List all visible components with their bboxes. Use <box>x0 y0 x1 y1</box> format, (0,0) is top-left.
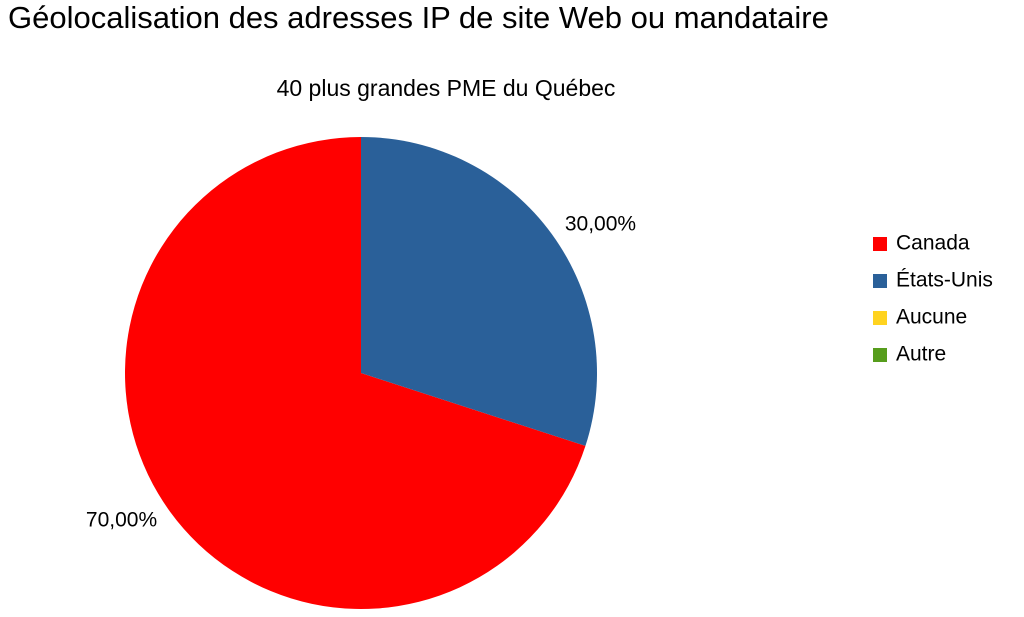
legend-label: Canada <box>896 232 970 255</box>
legend-swatch <box>873 237 887 251</box>
pie-slice <box>125 137 586 609</box>
legend-label: États-Unis <box>896 269 993 292</box>
pie-slice <box>361 137 598 446</box>
legend-label: Autre <box>896 343 946 366</box>
legend-swatch <box>873 348 887 362</box>
legend-swatch <box>873 274 887 288</box>
chart-title: Géolocalisation des adresses IP de site … <box>8 0 829 35</box>
data-label: 70,00% <box>86 509 157 532</box>
legend-label: Aucune <box>896 306 967 329</box>
chart-subtitle: 40 plus grandes PME du Québec <box>277 75 616 101</box>
legend-swatch <box>873 311 887 325</box>
data-label: 30,00% <box>565 212 636 235</box>
